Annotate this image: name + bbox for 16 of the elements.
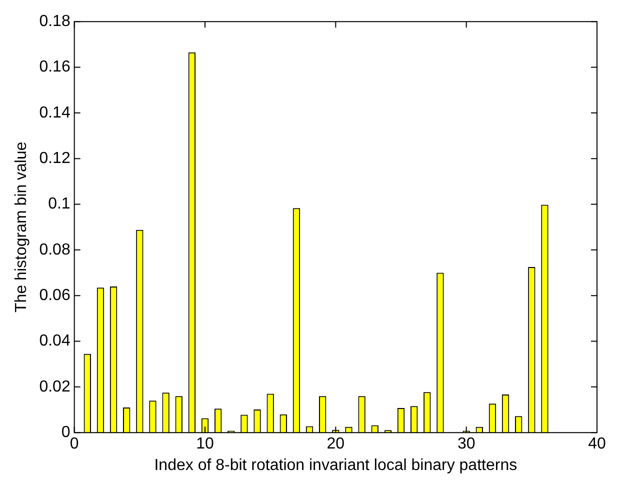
y-tick-label: 0.04: [39, 332, 70, 350]
x-axis-title: Index of 8-bit rotation invariant local binary patterns: [154, 456, 518, 474]
x-tick-label: 40: [588, 436, 606, 453]
y-tick-label: 0.14: [39, 104, 70, 122]
y-tick-label: 0.08: [39, 241, 70, 258]
y-tick-label: 0.12: [39, 150, 70, 168]
y-tick-label: 0.16: [39, 58, 70, 76]
y-tick-label: 0.02: [39, 378, 70, 396]
x-tick-label: 30: [457, 436, 476, 453]
y-tick-label: 0.18: [39, 13, 70, 30]
y-tick-label: 0.06: [39, 287, 70, 304]
x-tick-label: 10: [196, 436, 214, 453]
y-axis-title: The histogram bin value: [13, 142, 30, 312]
y-tick-label: 0: [61, 424, 70, 442]
y-tick-label: 0.1: [48, 196, 70, 213]
x-tick-label: 20: [326, 436, 345, 453]
